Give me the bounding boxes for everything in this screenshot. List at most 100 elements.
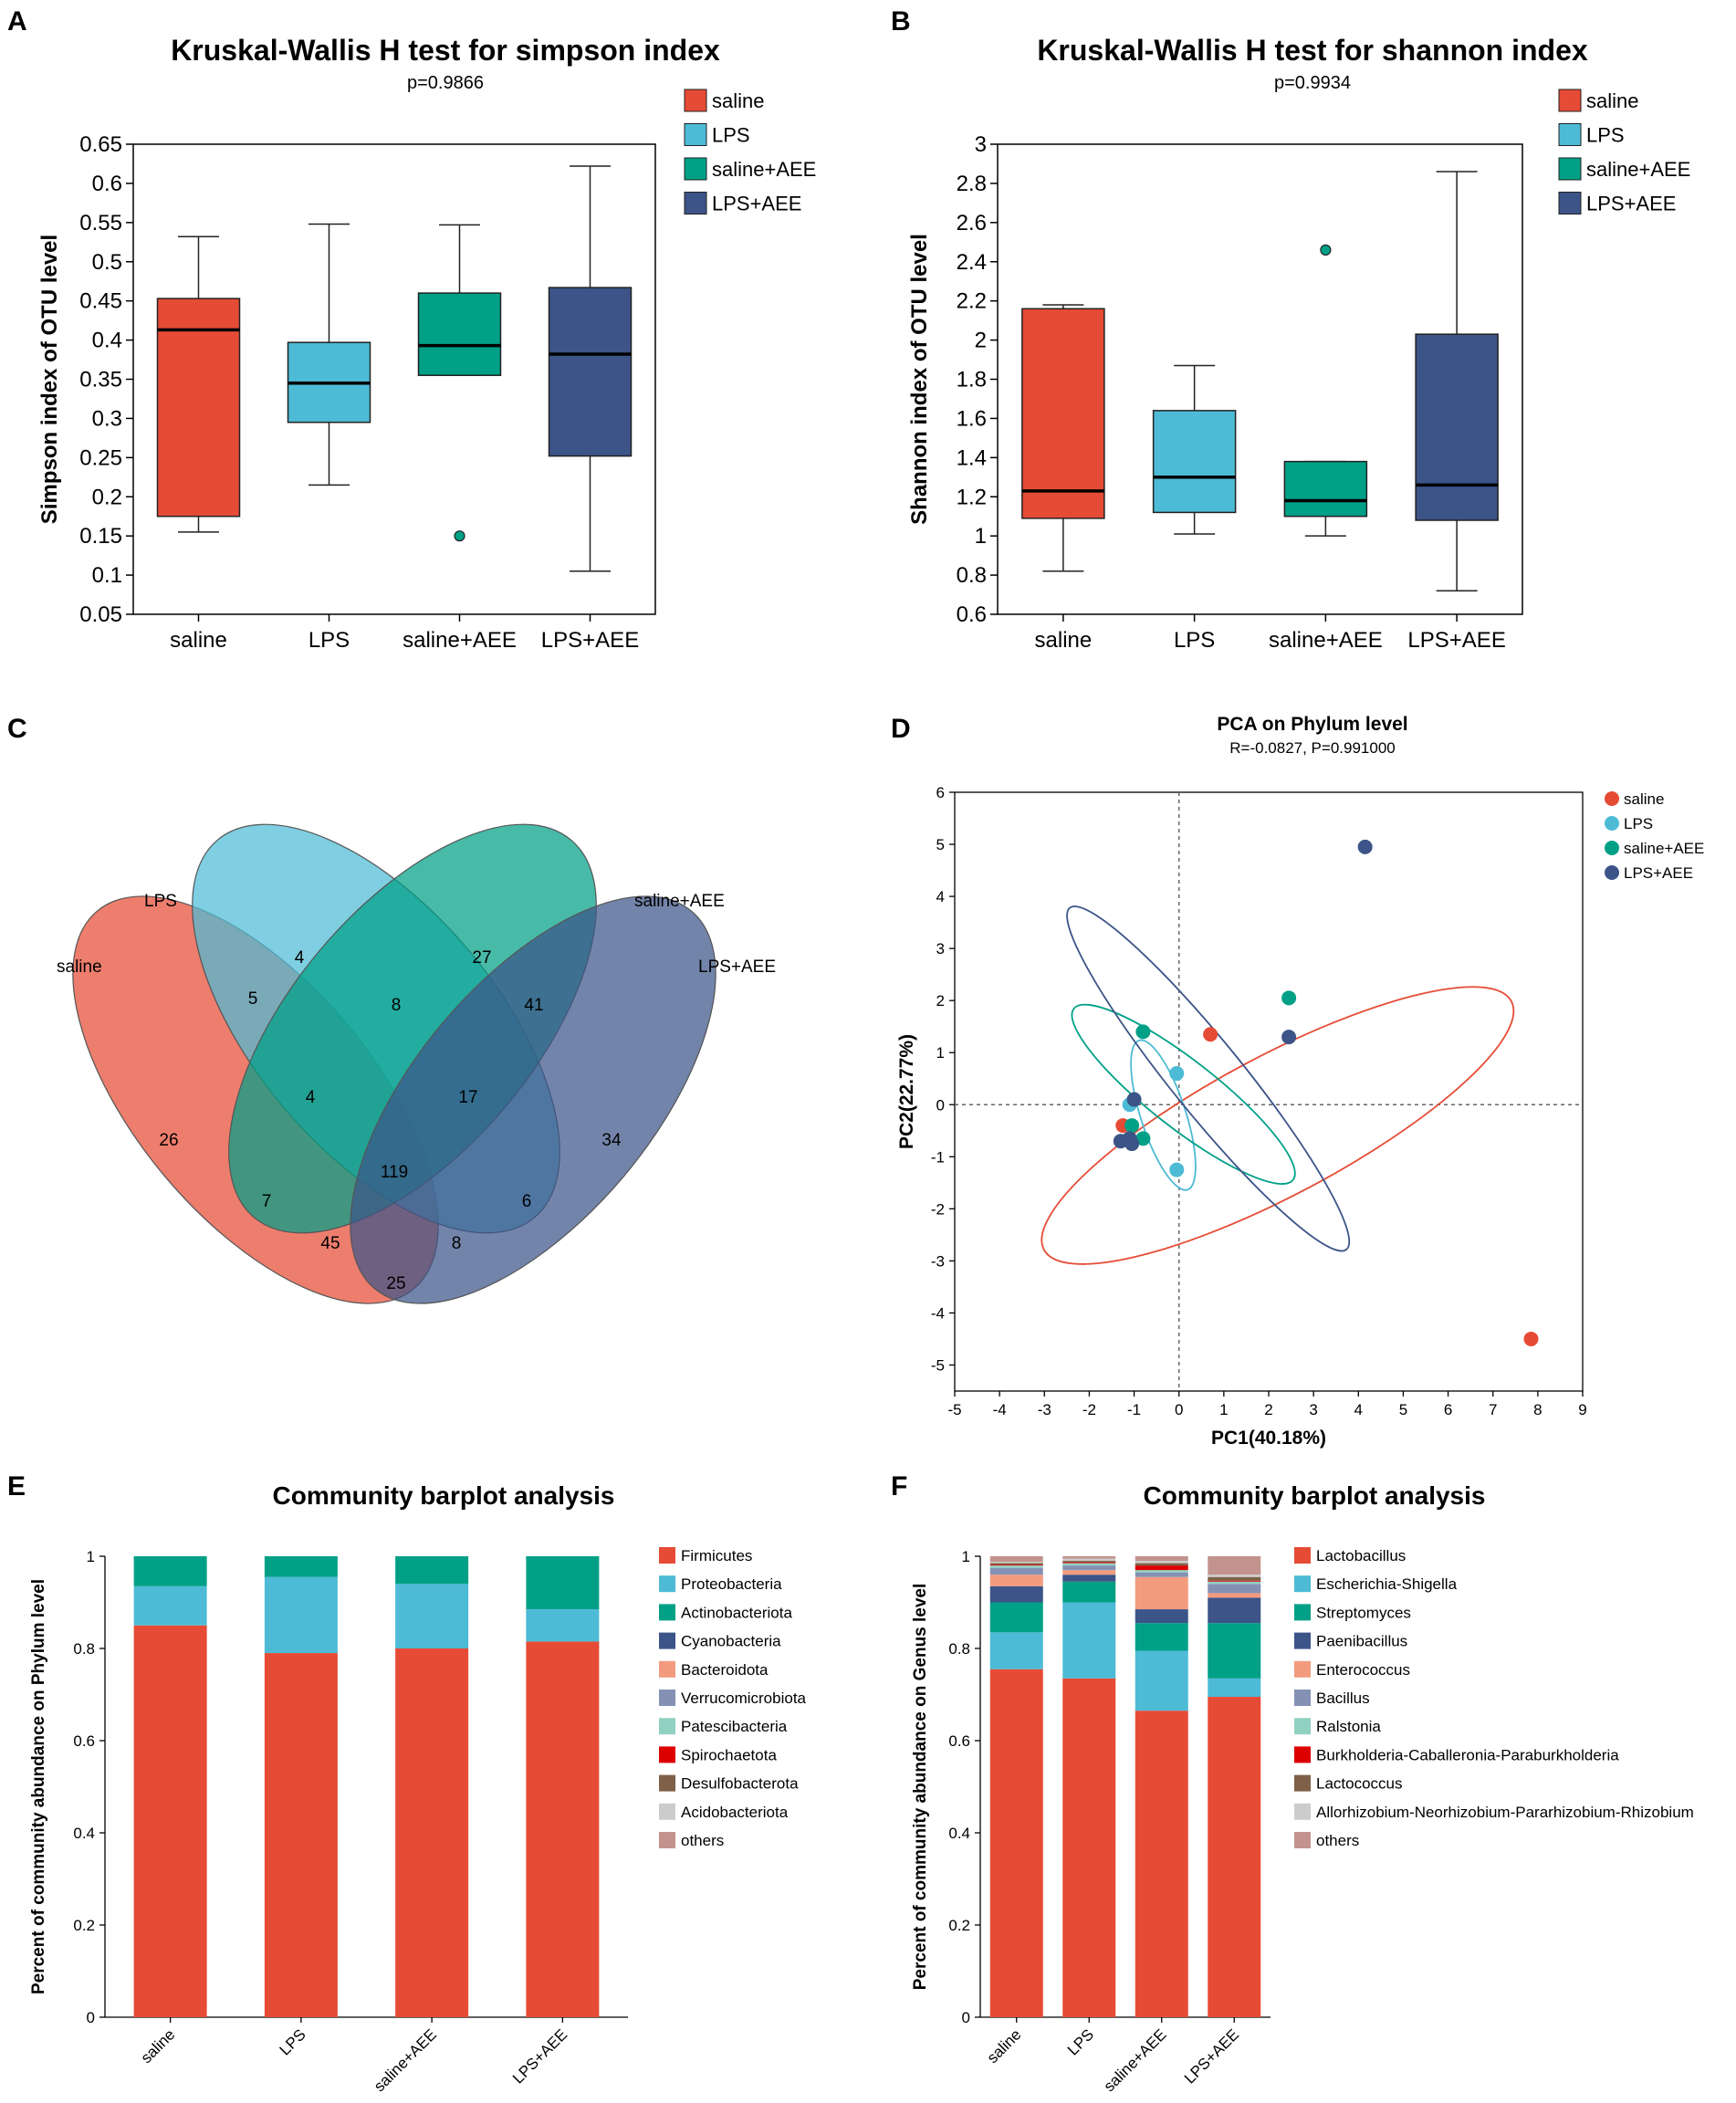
chart-title: PCA on Phylum level xyxy=(1217,714,1407,735)
legend-label-allorhizobium-neorhizobium-pararhizobium-rhizobium: Allorhizobium-Neorhizobium-Pararhizobium… xyxy=(1316,1804,1694,1821)
point-saline-aee xyxy=(1135,1131,1151,1146)
bar-segment-saline-aee-escherichia-shigella xyxy=(1135,1650,1188,1711)
bar-segment-lps-aee-lactococcus xyxy=(1208,1576,1261,1581)
y-tick-label: 5 xyxy=(936,836,945,853)
box-lps-aee xyxy=(1415,171,1499,591)
y-tick-label: 2.8 xyxy=(957,172,987,196)
legend-label-spirochaetota: Spirochaetota xyxy=(681,1746,777,1763)
legend-label-verrucomicrobiota: Verrucomicrobiota xyxy=(681,1690,807,1707)
point-lps-aee xyxy=(1126,1092,1142,1107)
y-tick-label: 0.6 xyxy=(73,1732,95,1750)
venn-count-saline-lps-lps-aee: 8 xyxy=(452,1234,462,1253)
box-saline-aee xyxy=(1283,244,1368,537)
bar-segment-lps-aee-burkholderia-caballeronia-paraburkholderia xyxy=(1208,1580,1261,1582)
legend-label-proteobacteria: Proteobacteria xyxy=(681,1575,782,1593)
venn-count-lps-lps-aee: 6 xyxy=(522,1192,532,1211)
bar-segment-saline-paenibacillus xyxy=(989,1585,1043,1603)
stats-subtitle: R=-0.0827, P=0.991000 xyxy=(1229,739,1395,757)
panel-d-pca-scatter: PCA on Phylum level R=-0.0827, P=0.991000… xyxy=(896,714,1704,1449)
y-tick-label: 0.1 xyxy=(92,563,122,588)
panel-label-b: B xyxy=(891,6,911,37)
legend-label-saline-aee: saline+AEE xyxy=(1586,158,1690,181)
box-lps xyxy=(1152,364,1237,535)
legend-swatch-saline-aee xyxy=(684,157,707,181)
legend-swatch-saline-aee xyxy=(1558,157,1582,181)
outlier-point xyxy=(454,530,465,542)
x-tick-label: saline xyxy=(1035,628,1093,653)
panel-label-a: A xyxy=(7,6,27,37)
y-tick-label: -4 xyxy=(931,1304,945,1322)
venn-count-saline-lps-aee: 25 xyxy=(386,1274,405,1293)
bar-segment-saline-aee-enterococcus xyxy=(1135,1576,1188,1610)
legend-label-enterococcus: Enterococcus xyxy=(1316,1661,1410,1679)
point-saline-aee xyxy=(1124,1118,1140,1134)
venn-count-lps-saline-aee-lps-aee: 17 xyxy=(458,1088,477,1107)
x-tick-label: 2 xyxy=(1264,1401,1272,1418)
x-tick-label: saline+AEE xyxy=(1269,628,1383,653)
x-tick-label: -4 xyxy=(993,1401,1007,1418)
bar-segment-saline-bacillus xyxy=(989,1567,1043,1575)
panel-b-shannon-boxplot: Kruskal-Wallis H test for shannon index p… xyxy=(907,34,1690,653)
point-lps-aee xyxy=(1357,839,1373,854)
legend-swatch-lps-aee xyxy=(1558,192,1582,214)
legend-swatch-lps xyxy=(1558,123,1582,146)
y-tick-label: 1.8 xyxy=(957,368,987,392)
y-tick-label: 0.2 xyxy=(92,485,122,509)
bar-segment-saline-aee-lactobacillus xyxy=(1135,1711,1188,2017)
y-tick-label: 1.4 xyxy=(957,445,987,470)
y-tick-label: 0.25 xyxy=(79,445,122,470)
x-tick-label: 1 xyxy=(1219,1401,1228,1418)
y-tick-label: 2 xyxy=(936,992,945,1010)
x-tick-label: 6 xyxy=(1444,1401,1452,1418)
legend-marker-saline-aee xyxy=(1605,841,1619,855)
y-tick-label: 1.6 xyxy=(957,406,987,431)
bar-segment-saline-aee-actinobacteriota xyxy=(395,1556,469,1585)
legend-label-bacteroidota: Bacteroidota xyxy=(681,1661,769,1679)
venn-set-label-lps: LPS xyxy=(144,892,177,911)
bar-segment-saline-lactococcus xyxy=(989,1563,1043,1565)
y-tick-label: 2.6 xyxy=(957,211,987,235)
legend-swatch-paenibacillus xyxy=(1294,1632,1311,1649)
venn-count-lps-saline-aee: 8 xyxy=(392,996,402,1015)
y-tick-label: 0.15 xyxy=(79,524,122,549)
bar-segment-lps-aee-firmicutes xyxy=(526,1641,600,2017)
venn-count-saline-lps: 5 xyxy=(248,989,258,1009)
bar-segment-lps-burkholderia-caballeronia-paraburkholderia xyxy=(1062,1562,1116,1564)
iqr-box xyxy=(1283,460,1368,518)
legend-label-others: others xyxy=(681,1832,724,1849)
bar-segment-lps-lactobacillus xyxy=(1062,1678,1116,2017)
bar-segment-saline-aee-streptomyces xyxy=(1135,1623,1188,1651)
legend-swatch-lactobacillus xyxy=(1294,1547,1311,1564)
x-tick-label: 7 xyxy=(1489,1401,1497,1418)
y-axis-title: Percent of community abundance on Phylum… xyxy=(29,1579,48,1994)
y-tick-label: 0.2 xyxy=(948,1917,970,1934)
y-tick-label: -5 xyxy=(931,1356,945,1374)
y-tick-label: 1.2 xyxy=(957,485,987,509)
x-tick-label: LPS xyxy=(1064,2025,1097,2058)
bar-segment-lps-actinobacteriota xyxy=(264,1556,338,1577)
bar-segment-lps-streptomyces xyxy=(1062,1581,1116,1603)
x-tick-label: LPS+AEE xyxy=(509,2025,570,2087)
legend-swatch-desulfobacterota xyxy=(659,1774,675,1792)
plot-frame xyxy=(954,791,1584,1392)
y-tick-label: 1 xyxy=(962,1548,970,1565)
legend-label-bacillus: Bacillus xyxy=(1316,1690,1370,1707)
legend-swatch-ralstonia xyxy=(1294,1718,1311,1735)
y-tick-label: -1 xyxy=(931,1148,945,1166)
y-tick-label: 0.4 xyxy=(73,1825,95,1842)
bar-segment-lps-aee-ralstonia xyxy=(1208,1581,1261,1585)
legend-label-cyanobacteria: Cyanobacteria xyxy=(681,1633,781,1650)
bar-segment-lps-aee-enterococcus xyxy=(1208,1593,1261,1598)
panel-label-f: F xyxy=(891,1471,907,1501)
x-tick-label: LPS xyxy=(277,2025,309,2058)
venn-set-label-lps-aee: LPS+AEE xyxy=(698,957,776,977)
bar-segment-lps-firmicutes xyxy=(264,1653,338,2017)
x-tick-label: saline xyxy=(138,2025,179,2066)
iqr-box xyxy=(156,298,241,518)
x-tick-label: 8 xyxy=(1533,1401,1542,1418)
legend-label-paenibacillus: Paenibacillus xyxy=(1316,1633,1407,1650)
x-tick-label: -3 xyxy=(1038,1401,1051,1418)
bar-segment-saline-aee-paenibacillus xyxy=(1135,1609,1188,1624)
y-tick-label: 0.3 xyxy=(92,406,122,431)
